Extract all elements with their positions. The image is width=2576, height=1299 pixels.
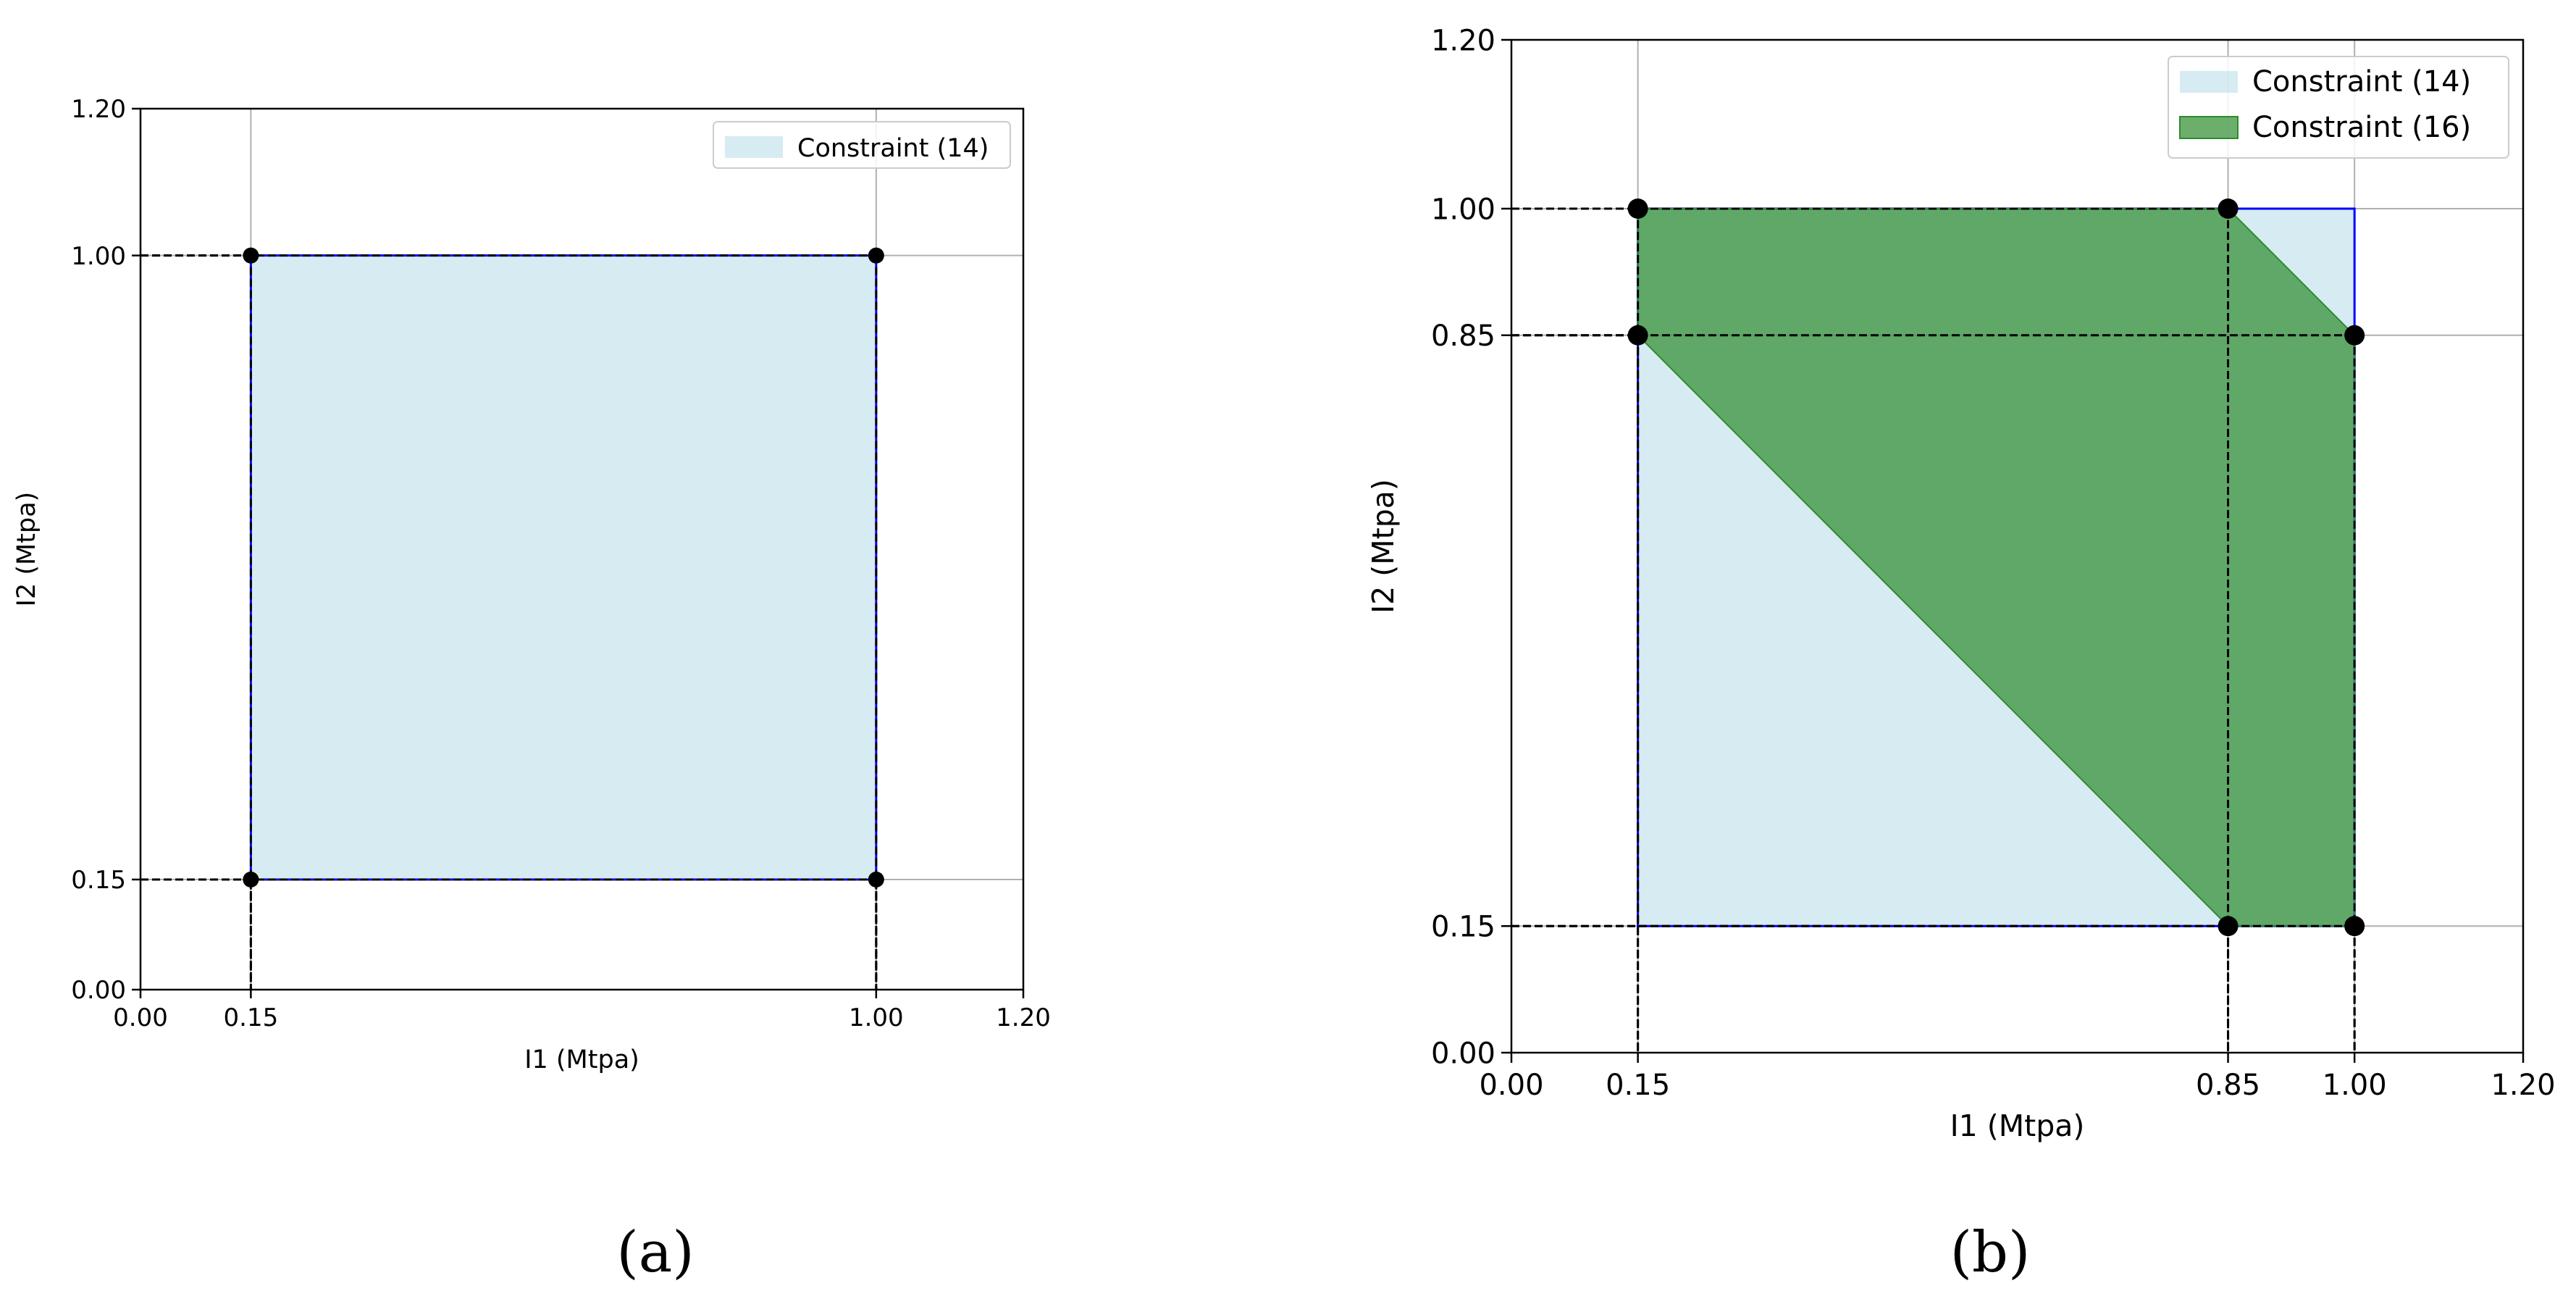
y-tick-label: 0.15 [71,866,126,895]
x-axis-label: I1 (Mtpa) [524,1045,639,1074]
data-point-2 [1627,325,1648,346]
data-point-3 [2344,325,2365,346]
data-point-3 [868,872,884,887]
legend-entry-0: Constraint (14) [797,134,989,163]
x-tick-label: 1.00 [849,1003,904,1032]
data-point-1 [2218,199,2239,219]
x-tick-label: 0.85 [2196,1069,2260,1102]
panel-caption: (b) [1950,1220,2031,1285]
y-tick-label: 1.20 [71,95,126,124]
x-tick-label: 0.00 [113,1003,168,1032]
legend-entry-1: Constraint (16) [2252,111,2471,144]
data-point-4 [2218,916,2239,937]
region-0 [249,254,878,881]
x-tick-label: 0.15 [1606,1069,1670,1102]
y-tick-label: 1.00 [71,242,126,271]
axes-frame [139,107,1025,991]
legend-swatch-0 [2180,71,2238,93]
x-tick-label: 0.15 [224,1003,279,1032]
chart-panel-b: 0.00 0.15 0.85 1.00 1.20 0.00 0.15 0.85 1.00 1.20… [1366,24,2556,1285]
x-tick-label: 1.00 [2323,1069,2387,1102]
x-tick-label: 1.20 [996,1003,1051,1032]
legend-swatch-1 [2179,116,2239,139]
legend-entry-0: Constraint (14) [2252,65,2471,99]
y-axis-label: I2 (Mtpa) [1366,479,1401,614]
x-tick-label: 1.20 [2491,1069,2555,1102]
chart-panel-a: 0.00 0.15 1.00 1.20 0.00 0.15 1.00 1.20 I1 (Mtpa… [12,95,1051,1285]
legend: Constraint (14) [713,121,1011,169]
y-tick-label: 1.00 [1431,193,1495,226]
y-tick-label: 1.20 [1431,24,1495,57]
data-point-2 [243,872,259,887]
y-tick-label: 0.00 [1431,1037,1495,1070]
y-axis-label: I2 (Mtpa) [12,492,41,607]
data-point-5 [2344,916,2365,937]
legend-swatch-0 [725,136,783,158]
axes-frame [1510,38,2525,1054]
legend-frame [2168,56,2509,159]
legend-frame [713,121,1011,169]
data-point-0 [1627,199,1648,219]
x-tick-label: 0.00 [1479,1069,1543,1102]
data-point-1 [868,247,884,264]
panel-caption: (a) [616,1220,694,1285]
data-point-0 [243,247,259,264]
x-axis-label: I1 (Mtpa) [1950,1108,2085,1143]
y-tick-label: 0.15 [1431,911,1495,944]
y-tick-label: 0.85 [1431,319,1495,353]
legend: Constraint (14) Constraint (16) [2168,56,2509,159]
y-tick-label: 0.00 [71,976,126,1005]
